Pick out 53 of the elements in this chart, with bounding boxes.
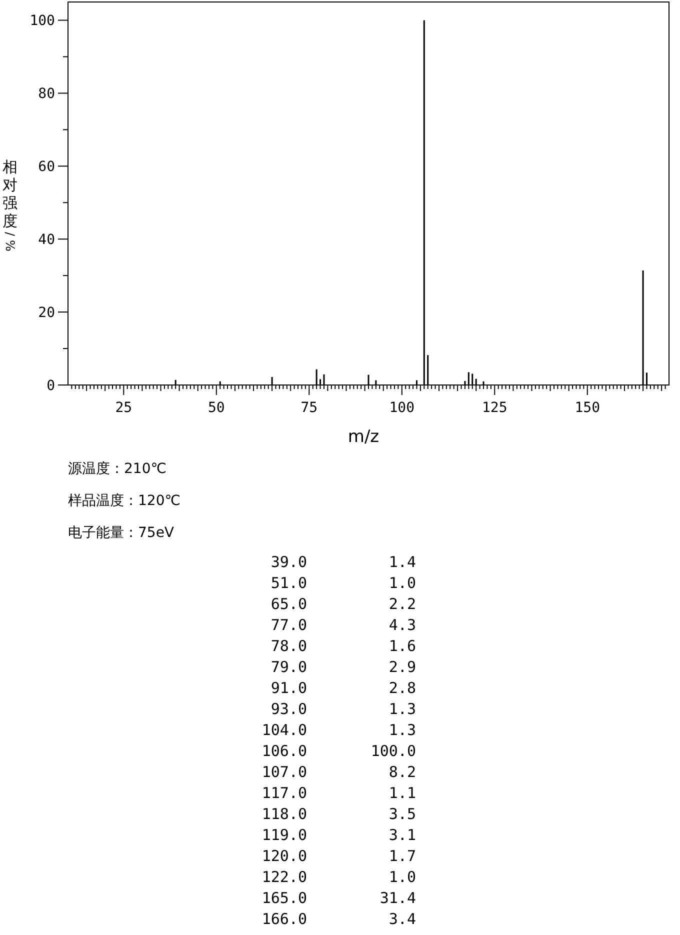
text: 电子能量：75eV bbox=[68, 525, 174, 541]
text: 122.0 bbox=[262, 868, 307, 886]
text: 104.0 bbox=[262, 721, 307, 739]
text: 1.7 bbox=[388, 847, 416, 865]
x-tick-label: 100 bbox=[389, 400, 415, 416]
x-tick-label: 125 bbox=[482, 400, 508, 416]
y-tick-label: 40 bbox=[38, 232, 55, 248]
text: 91.0 bbox=[270, 679, 307, 697]
text: 79.0 bbox=[270, 658, 307, 676]
text: 1.3 bbox=[388, 700, 416, 718]
y-tick-label: 60 bbox=[38, 159, 55, 176]
text: 3.1 bbox=[388, 826, 416, 844]
text: 100.0 bbox=[370, 742, 416, 760]
text: 样品温度：120℃ bbox=[68, 493, 180, 509]
text: 1.4 bbox=[388, 553, 416, 571]
text: 120.0 bbox=[262, 847, 307, 865]
x-tick-label: 25 bbox=[115, 400, 132, 416]
text: 3.4 bbox=[388, 910, 416, 928]
y-tick-label: 100 bbox=[30, 13, 55, 30]
y-tick-label: 20 bbox=[38, 305, 55, 322]
text: 4.3 bbox=[388, 616, 416, 634]
text: 1.0 bbox=[388, 574, 416, 592]
y-tick-label: 80 bbox=[38, 86, 55, 102]
text: 39.0 bbox=[270, 553, 307, 571]
text: 1.3 bbox=[388, 721, 416, 739]
text: 166.0 bbox=[262, 910, 307, 928]
text: 93.0 bbox=[270, 700, 307, 718]
text: 2.9 bbox=[388, 658, 416, 676]
x-tick-label: 50 bbox=[208, 400, 225, 416]
text: 51.0 bbox=[270, 574, 307, 592]
text: 107.0 bbox=[262, 763, 307, 781]
y-axis-title: 相对强度/% bbox=[2, 158, 18, 252]
text: 1.1 bbox=[388, 784, 416, 802]
text: 77.0 bbox=[270, 616, 307, 634]
text: 2.2 bbox=[388, 595, 416, 613]
text: 3.5 bbox=[388, 805, 416, 823]
x-tick-label: 150 bbox=[574, 400, 600, 416]
text: 165.0 bbox=[262, 889, 307, 907]
text: 117.0 bbox=[262, 784, 307, 802]
text: 源温度：210℃ bbox=[68, 461, 166, 477]
text: 1.0 bbox=[388, 868, 416, 886]
y-tick-label: 0 bbox=[46, 378, 55, 394]
text: 118.0 bbox=[262, 805, 307, 823]
x-tick-label: 75 bbox=[300, 400, 318, 416]
text: 8.2 bbox=[388, 763, 416, 781]
text: 106.0 bbox=[262, 742, 307, 760]
text: 31.4 bbox=[380, 889, 416, 907]
text: 119.0 bbox=[262, 826, 307, 844]
text: 2.8 bbox=[388, 679, 416, 697]
text: 65.0 bbox=[270, 595, 307, 613]
x-axis-title: m/z bbox=[348, 427, 380, 447]
text: 78.0 bbox=[270, 637, 307, 655]
text: 1.6 bbox=[388, 637, 416, 655]
